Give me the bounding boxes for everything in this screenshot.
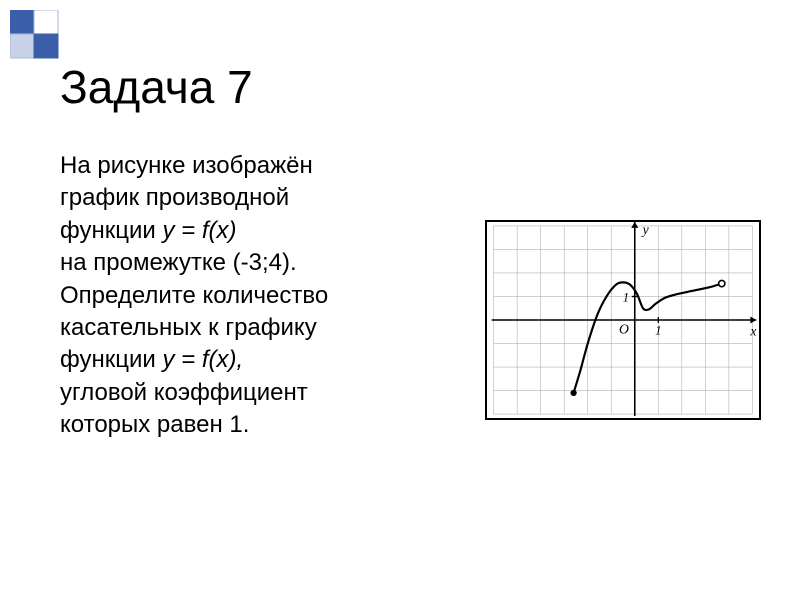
page-title: Задача 7 [60, 60, 253, 114]
svg-text:x: x [749, 324, 756, 339]
derivative-graph: Ox y 1 1 [485, 220, 761, 420]
text-line: функции [60, 346, 162, 373]
text-line: угловой коэффициент [60, 379, 308, 406]
svg-text:y: y [641, 222, 650, 237]
text-line: функции [60, 217, 162, 244]
text-line: касательных к графику [60, 314, 317, 341]
svg-text:1: 1 [655, 324, 661, 338]
function-notation: у = f(x), [162, 346, 243, 373]
svg-text:1: 1 [623, 290, 629, 304]
text-line: Определите количество [60, 282, 328, 309]
function-notation: у = f(x) [162, 217, 236, 244]
problem-text: На рисунке изображён график производной … [60, 150, 440, 442]
text-line: на промежутке (-3;4). [60, 249, 297, 276]
text-line: которых равен 1. [60, 411, 249, 438]
text-line: график производной [60, 184, 289, 211]
svg-text:O: O [619, 322, 629, 337]
text-line: На рисунке изображён [60, 152, 313, 179]
